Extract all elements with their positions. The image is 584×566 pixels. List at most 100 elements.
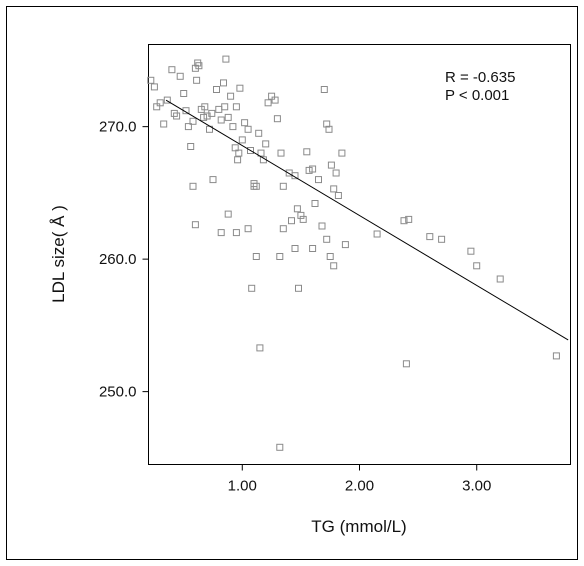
data-point [147, 76, 155, 84]
data-point [338, 149, 346, 157]
y-tick-label: 270.0 [99, 119, 137, 136]
data-point [330, 262, 338, 270]
data-point [323, 120, 331, 128]
data-point [244, 125, 252, 133]
data-point [373, 230, 381, 238]
x-tick-label: 2.00 [345, 478, 374, 495]
data-point [232, 229, 240, 237]
data-point [189, 117, 197, 125]
data-point [160, 120, 168, 128]
data-point [232, 103, 240, 111]
data-point [236, 84, 244, 92]
points-layer [147, 55, 560, 451]
data-point [323, 235, 331, 243]
data-point [229, 123, 237, 131]
data-point [467, 247, 475, 255]
data-point [426, 233, 434, 241]
plot-area [148, 44, 571, 465]
data-point [168, 66, 176, 74]
annotation-r: R = -0.635 [445, 69, 515, 86]
data-point [250, 182, 258, 190]
data-point [320, 86, 328, 93]
data-point [201, 103, 209, 111]
data-point [496, 275, 504, 283]
data-point [224, 113, 232, 121]
data-point [213, 86, 220, 93]
data-point [248, 284, 256, 292]
data-point [209, 176, 217, 184]
data-point [400, 217, 408, 225]
data-point [244, 225, 252, 233]
data-point [234, 156, 242, 164]
data-point [189, 182, 197, 190]
data-point [224, 210, 232, 218]
data-point [276, 253, 284, 260]
data-point [299, 215, 307, 223]
y-axis-title: LDL size( Å ) [49, 205, 68, 303]
data-point [309, 245, 317, 252]
data-point [222, 55, 230, 63]
data-point [271, 96, 279, 104]
data-point [297, 211, 305, 219]
data-point [176, 72, 184, 80]
data-point [220, 79, 227, 87]
data-point [238, 136, 246, 144]
data-point [438, 235, 446, 243]
data-point [191, 221, 199, 229]
data-point [552, 352, 560, 360]
data-point [279, 225, 287, 233]
y-tick-label: 260.0 [99, 251, 137, 268]
data-point [173, 112, 181, 120]
x-tick-label: 1.00 [228, 478, 257, 495]
data-point [332, 169, 340, 177]
data-point [184, 123, 192, 131]
data-point [255, 129, 263, 137]
data-point [309, 165, 317, 173]
data-point [276, 443, 284, 451]
data-point [315, 176, 322, 184]
data-point [256, 344, 264, 352]
data-point [150, 83, 158, 91]
data-point [473, 262, 481, 270]
data-point [235, 149, 243, 157]
data-point [295, 284, 302, 292]
data-point [325, 125, 333, 133]
y-axis-ticks: 250.0 260.0 270.0 [99, 119, 149, 401]
data-point [208, 109, 216, 117]
data-point [247, 147, 254, 154]
data-point [311, 200, 319, 207]
data-point [252, 253, 260, 260]
data-point [288, 217, 295, 225]
data-point [217, 116, 225, 124]
data-point [277, 149, 285, 157]
data-point [180, 90, 188, 97]
y-tick-label: 250.0 [99, 384, 137, 401]
data-point [217, 229, 225, 237]
data-point [187, 143, 195, 150]
data-point [156, 99, 164, 107]
data-point [227, 92, 235, 100]
data-point [402, 360, 410, 368]
data-point [257, 149, 265, 157]
data-point [405, 215, 413, 223]
data-point [195, 62, 203, 70]
data-point [163, 96, 171, 104]
data-point [262, 140, 270, 148]
x-axis-ticks: 1.00 2.00 3.00 [228, 464, 491, 495]
x-axis-title: TG (mmol/L) [311, 517, 406, 536]
data-point [241, 119, 249, 127]
data-point [326, 253, 334, 260]
x-tick-label: 3.00 [462, 478, 491, 495]
regression-line [165, 99, 569, 341]
data-point [334, 192, 342, 199]
data-point [273, 115, 281, 123]
annotation-p: P < 0.001 [445, 87, 509, 104]
data-point [193, 76, 201, 84]
data-point [330, 185, 338, 193]
data-point [341, 241, 349, 249]
data-point [291, 245, 299, 252]
data-point [279, 182, 287, 190]
data-point [264, 99, 272, 107]
